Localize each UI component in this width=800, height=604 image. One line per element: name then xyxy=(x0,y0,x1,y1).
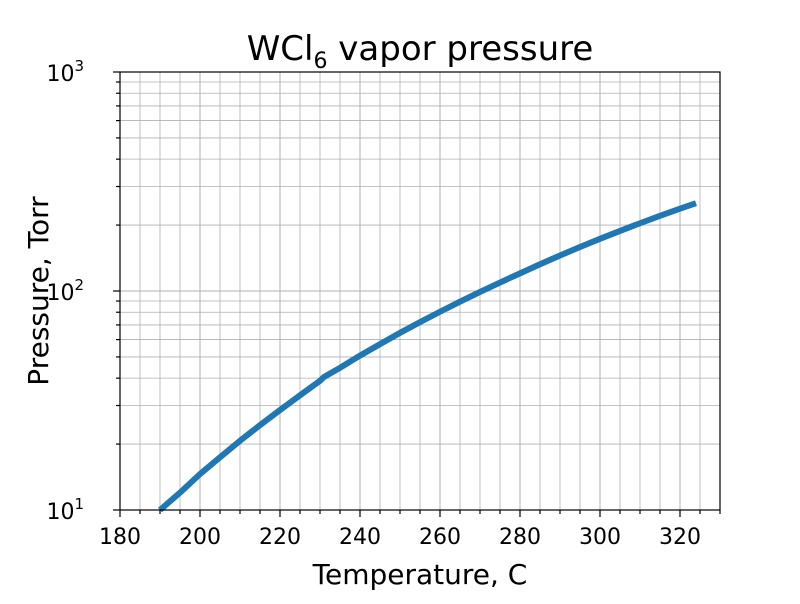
y-tick-label: 102 xyxy=(46,276,84,306)
x-tick-label: 300 xyxy=(579,525,621,550)
series-line-0 xyxy=(158,200,697,513)
y-tick-label-exponent: 3 xyxy=(74,57,84,75)
x-tick-label: 320 xyxy=(659,525,701,550)
series-layer xyxy=(158,200,697,513)
y-tick-label-exponent: 1 xyxy=(74,495,84,513)
y-tick-label: 101 xyxy=(46,495,84,525)
y-tick-label-base: 10 xyxy=(46,281,74,306)
x-tick-label: 240 xyxy=(339,525,381,550)
x-tick-label: 200 xyxy=(179,525,221,550)
chart-title-subscript: 6 xyxy=(314,49,328,74)
x-tick-label: 220 xyxy=(259,525,301,550)
y-axis-label: Pressure, Torr xyxy=(22,196,55,386)
x-tick-label: 260 xyxy=(419,525,461,550)
chart-title: WCl6 vapor pressure xyxy=(247,29,594,74)
y-tick-label-base: 10 xyxy=(46,500,74,525)
chart-title-base: WCl xyxy=(247,29,314,69)
x-tick-label: 280 xyxy=(499,525,541,550)
y-tick-label-exponent: 2 xyxy=(74,276,84,294)
x-axis-label: Temperature, C xyxy=(312,558,528,591)
chart-title-rest: vapor pressure xyxy=(328,29,594,69)
grid-layer xyxy=(119,71,721,511)
y-tick-label-base: 10 xyxy=(46,62,74,87)
x-tick-label: 180 xyxy=(99,525,141,550)
y-tick-label: 103 xyxy=(46,57,84,87)
